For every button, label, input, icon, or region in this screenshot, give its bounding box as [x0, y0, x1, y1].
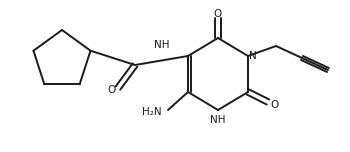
Text: O: O	[108, 85, 116, 95]
Text: O: O	[214, 9, 222, 19]
Text: H₂N: H₂N	[142, 107, 162, 117]
Text: NH: NH	[154, 40, 170, 50]
Text: NH: NH	[210, 115, 226, 125]
Text: N: N	[249, 51, 257, 61]
Text: O: O	[270, 100, 278, 110]
